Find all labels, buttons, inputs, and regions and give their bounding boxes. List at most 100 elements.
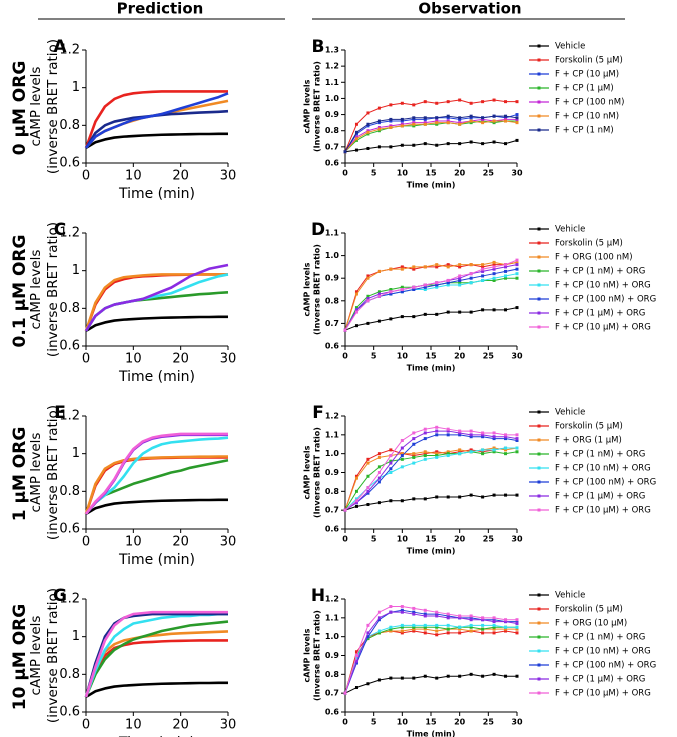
data-point xyxy=(458,263,462,267)
data-point xyxy=(446,283,450,287)
data-point xyxy=(446,119,450,123)
data-point xyxy=(458,310,462,314)
data-point xyxy=(492,121,496,125)
data-point xyxy=(366,130,370,134)
data-point xyxy=(515,674,519,678)
data-point xyxy=(469,450,473,454)
x-tick-label: 20 xyxy=(172,718,189,733)
data-point xyxy=(354,290,358,294)
data-point xyxy=(458,616,462,620)
legend-marker xyxy=(537,508,541,512)
y-tick-label: 0.7 xyxy=(325,506,339,515)
panel-letter: C xyxy=(54,220,66,240)
data-point xyxy=(423,288,427,291)
y-tick-label: 0.6 xyxy=(325,342,340,351)
data-point xyxy=(400,605,404,609)
legend-label: F + CP (10 μM) + ORG xyxy=(555,689,651,699)
data-point xyxy=(423,283,427,287)
y-tick-label: 0.9 xyxy=(325,651,340,660)
data-point xyxy=(458,278,462,282)
data-point xyxy=(481,278,485,282)
data-point xyxy=(354,308,358,312)
y-tick-label: 1.1 xyxy=(325,613,340,622)
data-point xyxy=(377,618,381,622)
data-point xyxy=(412,627,416,631)
data-point xyxy=(469,272,473,276)
data-point xyxy=(412,442,416,446)
data-point xyxy=(366,457,370,461)
data-point xyxy=(354,138,358,142)
series-line xyxy=(344,307,518,331)
data-point xyxy=(481,263,485,267)
data-point xyxy=(458,281,462,285)
data-point xyxy=(435,263,439,267)
x-tick-label: 5 xyxy=(371,352,377,361)
y-tick-label: 0.8 xyxy=(325,487,340,496)
x-tick-label: 10 xyxy=(125,718,142,733)
data-point xyxy=(458,431,462,435)
data-point xyxy=(400,438,404,442)
data-point xyxy=(446,281,450,285)
data-point xyxy=(377,319,381,323)
data-point xyxy=(377,129,381,133)
data-point xyxy=(481,119,485,123)
data-point xyxy=(515,276,519,280)
legend-label: F + CP (100 nM) xyxy=(555,98,624,108)
data-point xyxy=(446,674,450,678)
data-point xyxy=(458,274,462,278)
y-tick-label: 0.9 xyxy=(325,110,340,119)
data-point xyxy=(504,263,508,267)
data-point xyxy=(492,272,496,276)
data-point xyxy=(435,281,439,285)
data-point xyxy=(435,283,439,287)
data-point xyxy=(435,116,439,120)
data-point xyxy=(446,265,450,269)
data-point xyxy=(492,672,496,676)
legend-label: F + CP (1 μM) + ORG xyxy=(555,309,645,319)
panel-letter: A xyxy=(53,37,67,57)
x-axis-label: Time (min) xyxy=(407,364,456,373)
series-line xyxy=(84,612,228,698)
data-point xyxy=(435,143,439,147)
data-point xyxy=(515,627,519,631)
data-point xyxy=(458,631,462,635)
data-point xyxy=(423,452,427,456)
data-point xyxy=(458,121,462,125)
data-point xyxy=(412,455,416,459)
data-point xyxy=(412,437,416,441)
legend-marker xyxy=(537,621,541,625)
data-point xyxy=(481,431,485,435)
row-label: 1 μM ORG xyxy=(10,427,30,522)
legend-label: F + CP (10 nM) xyxy=(555,112,619,122)
data-point xyxy=(446,616,450,620)
data-point xyxy=(481,450,485,454)
data-point xyxy=(458,283,462,287)
y-tick-label: 0.8 xyxy=(59,301,80,316)
x-tick-label: 20 xyxy=(454,352,466,361)
data-point xyxy=(377,678,381,682)
data-point xyxy=(469,672,473,676)
data-point xyxy=(389,499,393,503)
data-point xyxy=(504,276,508,280)
data-point xyxy=(446,121,450,125)
data-point xyxy=(458,625,462,629)
data-point xyxy=(354,135,358,139)
y-tick-label: 0.6 xyxy=(325,159,340,168)
data-point xyxy=(515,306,519,310)
data-point xyxy=(469,140,473,144)
data-point xyxy=(504,116,508,120)
x-tick-label: 30 xyxy=(511,535,523,544)
data-point xyxy=(492,308,496,312)
data-point xyxy=(446,631,450,635)
data-point xyxy=(377,294,381,298)
y-tick-label: 1.2 xyxy=(325,62,339,71)
legend-label: Forskolin (5 μM) xyxy=(555,605,623,615)
series-line xyxy=(344,447,517,511)
y-axis-label: cAMP levels xyxy=(303,79,312,133)
y-axis-label: (Inverse BRET ratio) xyxy=(313,244,322,335)
data-point xyxy=(366,124,370,128)
data-point xyxy=(389,467,393,471)
legend-marker xyxy=(537,466,541,470)
data-point xyxy=(354,292,358,296)
x-tick-label: 30 xyxy=(220,718,237,733)
